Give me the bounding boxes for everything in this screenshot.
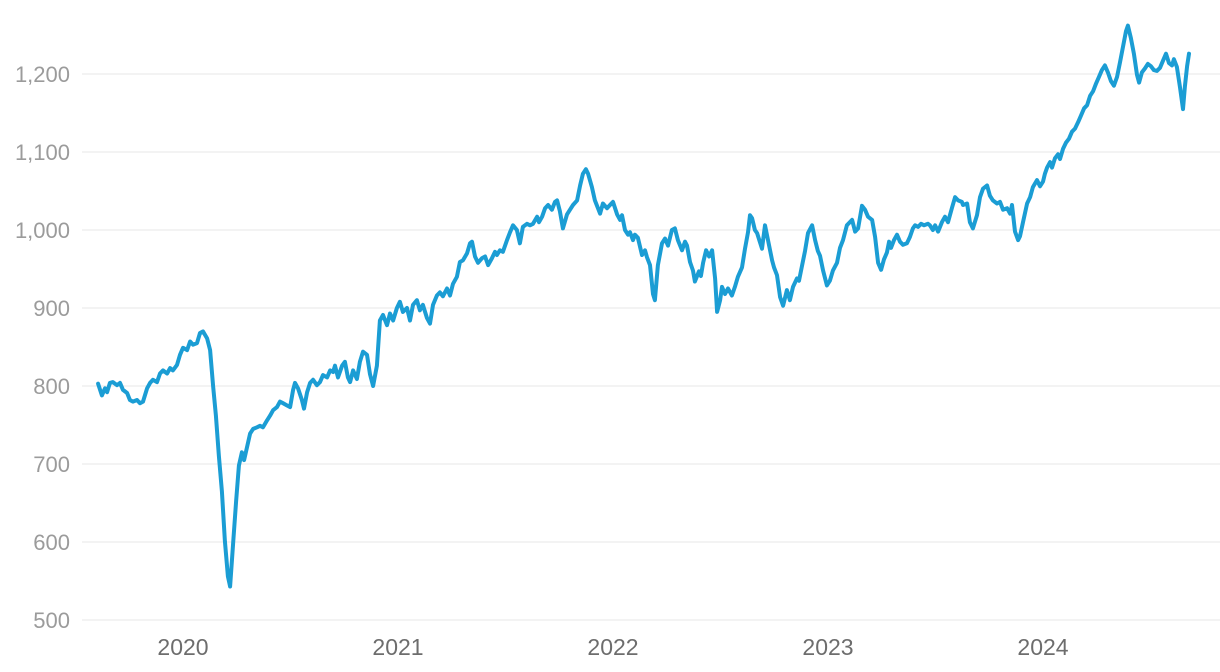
y-axis-tick-label: 900 xyxy=(33,296,70,321)
series-group xyxy=(96,23,1191,589)
y-axis-tick-label: 600 xyxy=(33,530,70,555)
y-axis-tick-label: 800 xyxy=(33,374,70,399)
y-axis-tick-label: 1,100 xyxy=(15,140,70,165)
series-line xyxy=(96,23,1191,589)
x-axis-tick-label: 2021 xyxy=(372,634,423,660)
x-axis-tick-label: 2020 xyxy=(157,634,208,660)
x-axis-tick-label: 2023 xyxy=(802,634,853,660)
y-axis-tick-label: 500 xyxy=(33,608,70,633)
x-axis-labels-group: 2020 2021 2022 2023 2024 xyxy=(157,634,1068,660)
y-axis-labels-group: 500 600 700 800 900 1,000 1,100 1,200 xyxy=(15,62,70,633)
y-axis-tick-label: 700 xyxy=(33,452,70,477)
x-axis-tick-label: 2024 xyxy=(1017,634,1068,660)
y-axis-tick-label: 1,000 xyxy=(15,218,70,243)
y-axis-tick-label: 1,200 xyxy=(15,62,70,87)
x-axis-tick-label: 2022 xyxy=(587,634,638,660)
gridlines-group xyxy=(82,73,1220,621)
